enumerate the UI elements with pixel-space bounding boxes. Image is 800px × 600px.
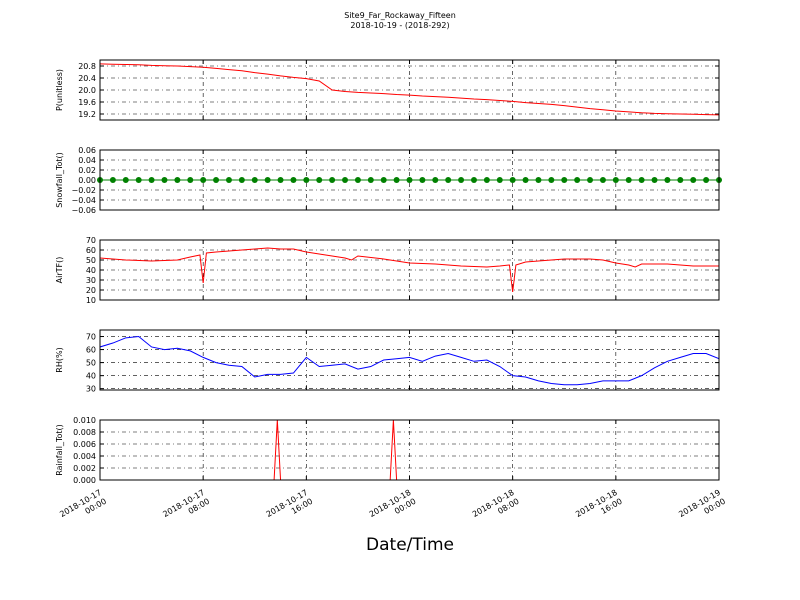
y-tick-label: 10 bbox=[86, 296, 96, 305]
data-point bbox=[509, 177, 516, 183]
data-point bbox=[290, 177, 297, 183]
data-point bbox=[329, 177, 336, 183]
plot-frame bbox=[99, 329, 720, 391]
x-axis-label: Date/Time bbox=[366, 535, 454, 555]
data-point bbox=[664, 177, 671, 183]
y-tick-label: 20.4 bbox=[78, 74, 96, 83]
y-axis-label: Rainfall_Tot() bbox=[55, 424, 64, 476]
data-point bbox=[419, 177, 426, 183]
y-tick-label: 0.008 bbox=[73, 428, 96, 437]
y-tick-label: 50 bbox=[86, 359, 96, 368]
y-tick-label: 30 bbox=[86, 276, 96, 285]
y-tick-label: 19.2 bbox=[78, 110, 96, 119]
data-point bbox=[458, 177, 465, 183]
data-point bbox=[535, 177, 542, 183]
y-tick-label: 20.0 bbox=[78, 86, 96, 95]
data-point bbox=[445, 177, 452, 183]
y-tick-label: 0.02 bbox=[78, 166, 96, 175]
data-point bbox=[225, 177, 232, 183]
data-point bbox=[612, 177, 619, 183]
plot-frame bbox=[99, 239, 720, 301]
data-point bbox=[187, 177, 194, 183]
data-point bbox=[483, 177, 490, 183]
data-point bbox=[251, 177, 258, 183]
data-point bbox=[316, 177, 323, 183]
data-point bbox=[561, 177, 568, 183]
data-point bbox=[522, 177, 529, 183]
data-point bbox=[690, 177, 697, 183]
plot-frame bbox=[99, 149, 720, 211]
data-point bbox=[200, 177, 207, 183]
y-tick-label: 19.6 bbox=[78, 98, 96, 107]
data-point bbox=[496, 177, 503, 183]
y-tick-label: −0.06 bbox=[71, 206, 96, 215]
data-point bbox=[599, 177, 606, 183]
y-tick-label: 60 bbox=[86, 346, 96, 355]
plot-frame bbox=[99, 419, 720, 481]
y-tick-label: 70 bbox=[86, 333, 96, 342]
y-tick-label: 60 bbox=[86, 246, 96, 255]
y-tick-label: 0.000 bbox=[73, 476, 96, 485]
data-point bbox=[122, 177, 129, 183]
chart-title: Site9_Far_Rockaway_Fifteen bbox=[344, 11, 456, 20]
data-line bbox=[100, 63, 719, 116]
data-line bbox=[100, 420, 719, 480]
y-tick-label: 0.006 bbox=[73, 440, 96, 449]
data-point bbox=[380, 177, 387, 183]
data-point bbox=[148, 177, 155, 183]
data-point bbox=[393, 177, 400, 183]
data-point bbox=[638, 177, 645, 183]
y-tick-label: 40 bbox=[86, 372, 96, 381]
data-line bbox=[100, 247, 719, 293]
y-tick-label: 30 bbox=[86, 385, 96, 394]
data-point bbox=[432, 177, 439, 183]
data-point bbox=[135, 177, 142, 183]
data-point bbox=[703, 177, 710, 183]
data-point bbox=[161, 177, 168, 183]
data-point bbox=[354, 177, 361, 183]
data-point bbox=[677, 177, 684, 183]
plot-frame bbox=[99, 59, 720, 121]
data-point bbox=[574, 177, 581, 183]
y-axis-label: P(unitless) bbox=[55, 69, 64, 111]
y-axis-label: Snowfall_Tot() bbox=[55, 152, 64, 208]
data-point bbox=[625, 177, 632, 183]
y-tick-label: 0.002 bbox=[73, 464, 96, 473]
data-point bbox=[548, 177, 555, 183]
data-point bbox=[470, 177, 477, 183]
y-tick-label: 0.004 bbox=[73, 452, 96, 461]
y-axis-label: AirTF() bbox=[55, 257, 64, 284]
y-tick-label: 20.8 bbox=[78, 62, 96, 71]
data-point bbox=[109, 177, 116, 183]
y-tick-label: 0.00 bbox=[78, 176, 96, 185]
data-point bbox=[174, 177, 181, 183]
data-point bbox=[342, 177, 349, 183]
y-tick-label: 0.06 bbox=[78, 146, 96, 155]
chart-subtitle: 2018-10-19 - (2018-292) bbox=[350, 21, 449, 30]
y-tick-label: 20 bbox=[86, 286, 96, 295]
y-tick-label: 50 bbox=[86, 256, 96, 265]
data-point bbox=[213, 177, 220, 183]
data-point bbox=[651, 177, 658, 183]
y-tick-label: −0.02 bbox=[71, 186, 96, 195]
y-tick-label: 0.04 bbox=[78, 156, 96, 165]
data-point bbox=[264, 177, 271, 183]
y-tick-label: 40 bbox=[86, 266, 96, 275]
y-tick-label: −0.04 bbox=[71, 196, 96, 205]
data-point bbox=[303, 177, 310, 183]
y-tick-label: 0.010 bbox=[73, 416, 96, 425]
data-point bbox=[587, 177, 594, 183]
data-line bbox=[100, 336, 719, 386]
y-axis-label: RH(%) bbox=[55, 347, 64, 372]
data-point bbox=[277, 177, 284, 183]
data-point bbox=[238, 177, 245, 183]
data-point bbox=[367, 177, 374, 183]
y-tick-label: 70 bbox=[86, 236, 96, 245]
data-point bbox=[406, 177, 413, 183]
